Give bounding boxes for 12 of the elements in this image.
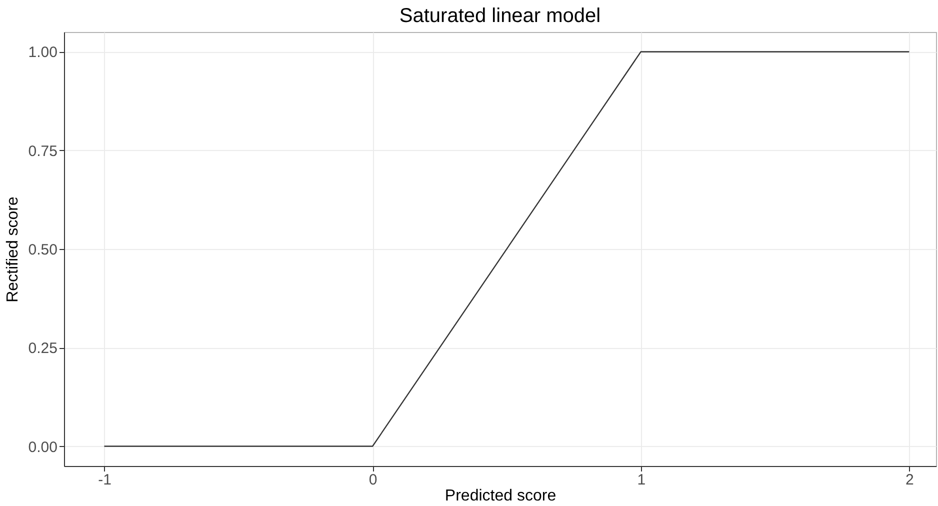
x-tick-label: 1 xyxy=(637,472,646,488)
y-tick-label: 1.00 xyxy=(28,44,58,62)
y-axis-title: Rectified score xyxy=(4,196,22,302)
y-tick-label: 0.75 xyxy=(28,142,58,160)
y-tick-label: 0.25 xyxy=(28,340,58,358)
chart-title: Saturated linear model xyxy=(399,5,601,27)
y-tick-label: 0.00 xyxy=(28,438,58,456)
x-axis-title: Predicted score xyxy=(444,488,556,504)
x-tick-label: 0 xyxy=(368,472,378,488)
x-tick-label: 2 xyxy=(905,472,914,488)
y-tick-label: 0.50 xyxy=(28,242,58,258)
x-tick-label: -1 xyxy=(98,472,112,488)
